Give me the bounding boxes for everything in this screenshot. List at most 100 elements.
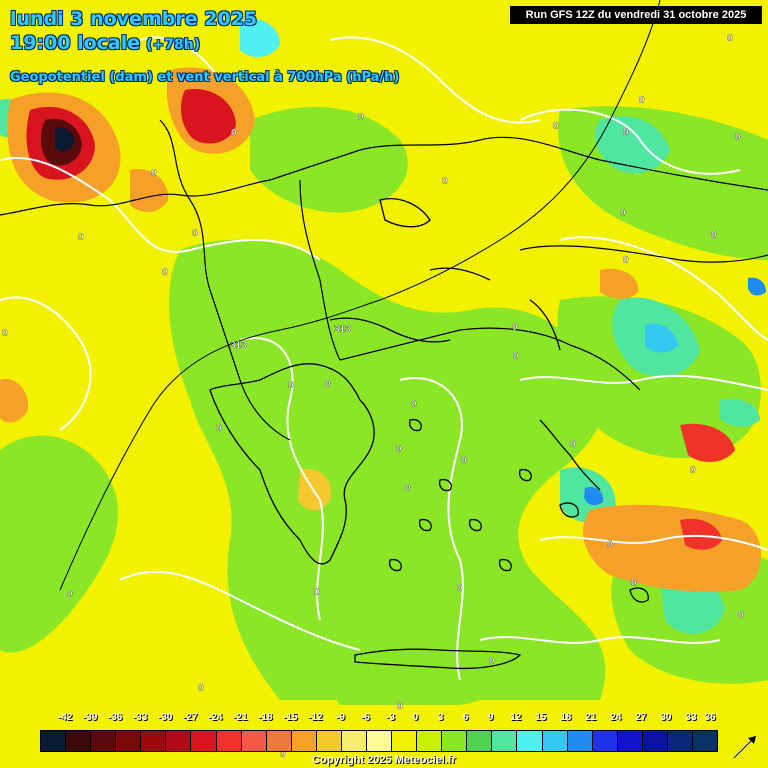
contour-label: 0	[216, 423, 222, 434]
field-blue-1	[645, 323, 678, 353]
contour-label: 0	[288, 380, 294, 391]
legend-swatch	[241, 731, 267, 751]
contour-label: 0	[513, 351, 519, 362]
legend-tick-label: 21	[585, 712, 597, 723]
field-blue-2	[584, 486, 604, 506]
contour-label: 0	[631, 578, 637, 589]
legend-swatch	[592, 731, 618, 751]
legend-swatch	[693, 731, 718, 751]
legend-tick-label: 12	[510, 712, 522, 723]
field-red-north	[180, 89, 236, 144]
field-cyan-1	[594, 116, 670, 174]
contour-label: 0	[512, 322, 518, 333]
legend-swatch	[316, 731, 342, 751]
zero-contour-labels: 0 0 0 0 0 0 0 0 0 0 0 0 0 0 0 0 0 0 0 0 …	[2, 33, 744, 760]
contour-label: 0	[231, 128, 237, 139]
field-orange-west	[0, 379, 29, 423]
copyright-text: Copyright 2025 Meteociel.fr	[312, 754, 456, 766]
legend-tick-labels: -42 -39 -36 -33 -30 -27 -24 -21 -18 -15 -12 -9 -6 -3 0…	[40, 712, 718, 726]
contour-label: 0	[711, 230, 717, 241]
legend-tick-label: 33	[685, 712, 697, 723]
legend-swatch	[617, 731, 643, 751]
contour-label: 0	[325, 379, 331, 390]
field-orange-north2	[130, 169, 169, 212]
field-cyan-7	[720, 398, 760, 427]
contour-label: 0	[620, 208, 626, 219]
legend-tick-label: 0	[412, 712, 419, 723]
legend-swatch	[492, 731, 518, 751]
legend-swatch	[41, 731, 67, 751]
contour-label: 0	[198, 683, 204, 694]
legend-swatch	[91, 731, 117, 751]
contour-label: 0	[735, 132, 741, 143]
contour-label: 0	[442, 176, 448, 187]
legend-tick-label: 3	[437, 712, 444, 723]
zero-isolines	[0, 36, 768, 681]
contour-label: 0	[151, 168, 157, 179]
geopotential-isoline	[59, 0, 661, 591]
legend-tick-label: 24	[610, 712, 622, 723]
legend-swatch	[417, 731, 443, 751]
legend-tick-label: 15	[535, 712, 547, 723]
contour-label: 0	[690, 465, 696, 476]
legend-tick-label: -9	[335, 712, 345, 723]
local-time: 19:00 locale	[10, 32, 141, 54]
lead-time: (+78h)	[146, 37, 201, 53]
geopotential-label: 313	[334, 324, 351, 335]
field-orange-east2	[600, 268, 639, 299]
legend-swatch	[216, 731, 242, 751]
legend-tick-label: -42	[57, 712, 73, 723]
wind-reference-arrow-icon	[733, 735, 757, 759]
legend-swatch	[642, 731, 668, 751]
run-info-badge: Run GFS 12Z du vendredi 31 octobre 2025	[510, 6, 762, 24]
contour-label: 0	[607, 539, 613, 550]
legend-swatch	[567, 731, 593, 751]
parameter-title: Geopotentiel (dam) et vent vertical à 70…	[10, 70, 400, 85]
contour-label: 0	[457, 583, 463, 594]
field-red-east1	[680, 423, 735, 462]
field-blue-3	[748, 277, 766, 296]
legend-tick-label: -36	[107, 712, 123, 723]
contour-label: 0	[396, 444, 402, 455]
contour-label: 0	[397, 701, 403, 712]
field-green-central	[169, 239, 606, 700]
forecast-time-title: 19:00 locale (+78h)	[10, 32, 200, 54]
field-orange-east	[582, 504, 761, 592]
legend-tick-label: 9	[487, 712, 494, 723]
field-green-west	[0, 435, 119, 653]
legend-tick-label: -3	[386, 712, 395, 723]
legend-tick-label: 30	[660, 712, 672, 723]
contour-label: 0	[405, 483, 411, 494]
contour-label: 0	[738, 610, 744, 621]
contour-label: 0	[2, 328, 8, 339]
legend-swatch	[266, 731, 292, 751]
field-green-south	[321, 609, 508, 705]
legend-tick-label: -21	[233, 712, 248, 723]
forecast-date-title: lundi 3 novembre 2025	[10, 8, 258, 30]
contour-label: 0	[489, 656, 495, 667]
country-borders	[0, 119, 768, 441]
contour-label: 0	[727, 33, 733, 44]
legend-tick-label: 36	[704, 712, 716, 723]
legend-swatch	[141, 731, 167, 751]
legend-tick-label: -27	[182, 712, 198, 723]
contour-label: 0	[78, 232, 84, 243]
legend-tick-label: -30	[157, 712, 173, 723]
legend-swatch	[392, 731, 418, 751]
legend-color-bar	[40, 730, 718, 752]
legend-swatch	[191, 731, 217, 751]
contour-label: 0	[358, 112, 364, 123]
contour-label: 0	[623, 127, 629, 138]
field-cyan-5	[240, 18, 280, 57]
legend-swatch	[116, 731, 142, 751]
contour-label: 0	[639, 95, 645, 106]
contour-label: 0	[553, 121, 559, 132]
contour-label: 0	[67, 589, 73, 600]
contour-label: 0	[314, 587, 320, 598]
legend-swatch	[367, 731, 393, 751]
legend-swatch	[517, 731, 543, 751]
legend-tick-label: 27	[635, 712, 647, 723]
contour-label: 0	[461, 455, 467, 466]
contour-label: 0	[411, 399, 417, 410]
